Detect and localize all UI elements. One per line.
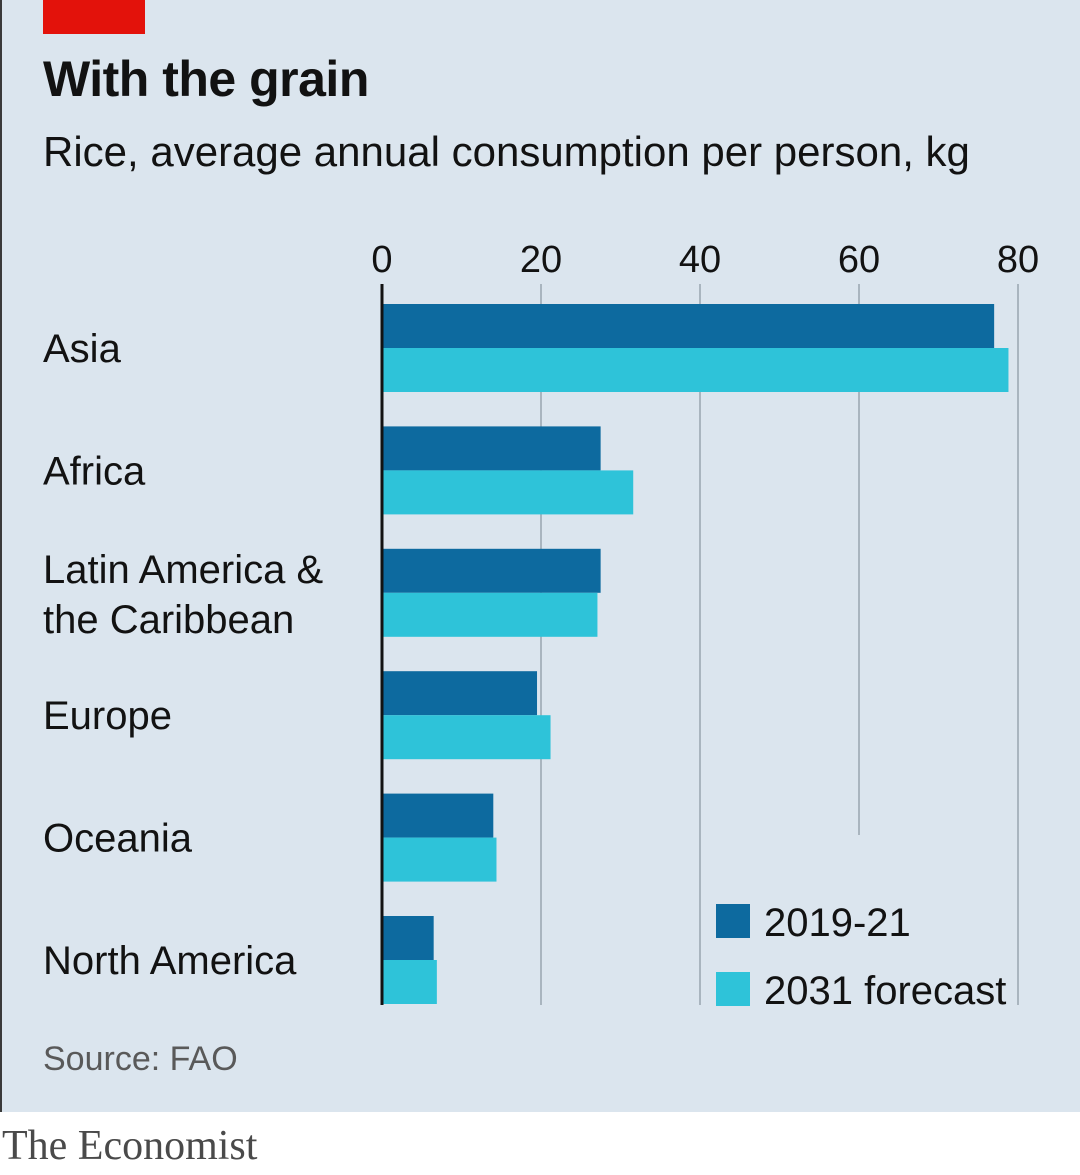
x-tick-label-60: 60 [838, 239, 880, 281]
category-label-line: the Caribbean [43, 598, 294, 642]
x-tick-label-0: 0 [371, 239, 392, 281]
bar-europe-2031-forecast [382, 715, 551, 760]
category-label: Asia [43, 327, 122, 371]
bar-north-america-2019-21 [382, 916, 434, 960]
chart-title: With the grain [43, 51, 369, 107]
bar-asia-2031-forecast [382, 348, 1009, 392]
category-label: Africa [43, 449, 146, 493]
legend: 2019-21 2031 forecast [699, 888, 1019, 1013]
source-note: Source: FAO [43, 1040, 238, 1078]
bar-latin-america-the-caribbean-2031-forecast [382, 592, 598, 637]
legend-background [706, 888, 1016, 1013]
legend-label-2019-21: 2019-21 [764, 901, 911, 945]
legend-swatch-2031-forecast [716, 972, 750, 1006]
bar-africa-2019-21 [382, 426, 601, 471]
x-tick-label-80: 80 [997, 239, 1039, 281]
bar-oceania-2019-21 [382, 793, 494, 838]
bar-asia-2019-21 [382, 304, 995, 348]
x-tick-label-20: 20 [520, 239, 562, 281]
chart-panel: With the grain Rice, average annual cons… [0, 0, 1080, 1112]
category-label: Oceania [43, 817, 193, 861]
category-label: North America [43, 939, 297, 983]
bar-latin-america-the-caribbean-2019-21 [382, 548, 601, 593]
bar-oceania-2031-forecast [382, 837, 497, 882]
publisher-brand: The Economist [2, 1123, 258, 1169]
x-tick-label-40: 40 [679, 239, 721, 281]
bar-africa-2031-forecast [382, 470, 634, 515]
tick-labels: 0 20 40 60 80 [371, 239, 1039, 281]
bar-europe-2019-21 [382, 671, 538, 716]
legend-swatch-2019-21 [716, 904, 750, 938]
legend-label-2031-forecast: 2031 forecast [764, 969, 1006, 1013]
chart-subtitle: Rice, average annual consumption per per… [43, 128, 970, 175]
brand-accent-bar [43, 0, 145, 34]
bars [382, 304, 1009, 1004]
bar-north-america-2031-forecast [382, 960, 437, 1004]
category-label: Europe [43, 694, 172, 738]
category-labels: Asia Africa Latin America & the Caribbean Eu… [43, 327, 323, 983]
category-label: Latin America & the Caribbean [43, 548, 323, 642]
bar-chart: Asia Africa Latin America & the Caribbean Eu… [43, 239, 1039, 1013]
category-label-line: Latin America & [43, 548, 323, 592]
